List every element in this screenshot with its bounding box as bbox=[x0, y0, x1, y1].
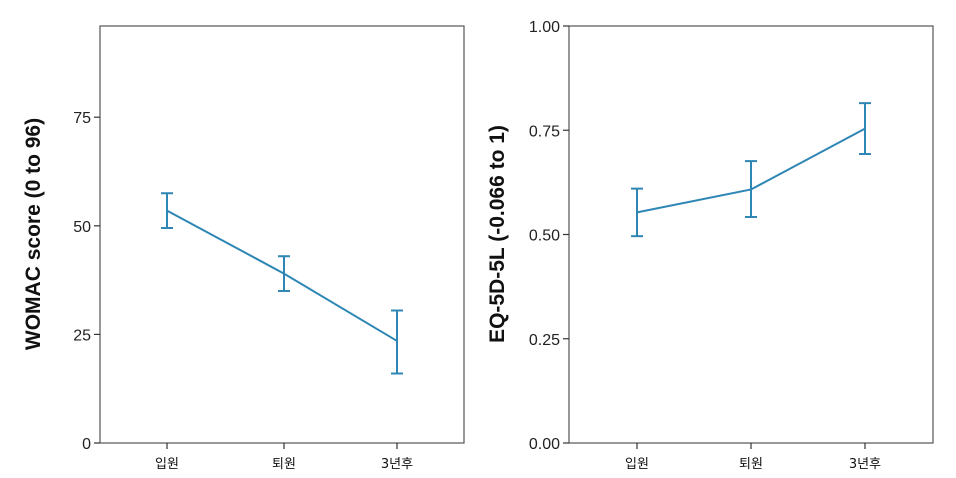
womac-x-tick-label: 퇴원 bbox=[272, 457, 296, 472]
eq5d-y-tick-label: 0.25 bbox=[529, 332, 560, 349]
womac-series-line bbox=[166, 209, 398, 342]
eq5d-error-bar bbox=[745, 160, 757, 218]
eq5d-y-axis-title: EQ-5D-5L (-0.066 to 1) bbox=[486, 125, 509, 343]
eq5d-y-tick-label: 0.00 bbox=[529, 436, 560, 453]
eq5d-error-bar bbox=[859, 102, 871, 156]
womac-panel: WOMAC score (0 to 96) 0 25 50 75 입원 퇴원 3년후 bbox=[22, 25, 465, 472]
womac-y-tick-label: 0 bbox=[82, 436, 91, 453]
eq5d-panel: EQ-5D-5L (-0.066 to 1) 0.00 0.25 0.50 0.75 1… bbox=[486, 19, 934, 472]
womac-y-tick-label: 50 bbox=[73, 219, 91, 236]
womac-x-tick-label: 입원 bbox=[155, 457, 179, 472]
eq5d-plot-frame bbox=[568, 25, 934, 444]
womac-error-bar bbox=[161, 192, 173, 229]
womac-error-bar bbox=[278, 255, 290, 292]
womac-y-tick-label: 75 bbox=[73, 110, 91, 127]
eq5d-x-tick-label: 퇴원 bbox=[739, 457, 763, 472]
eq5d-x-tick-label: 3년후 bbox=[849, 457, 881, 472]
eq5d-x-tick-label: 입원 bbox=[625, 457, 649, 472]
eq5d-error-bar bbox=[631, 187, 643, 238]
womac-plot-frame bbox=[99, 25, 465, 444]
womac-y-axis-title: WOMAC score (0 to 96) bbox=[22, 118, 45, 350]
womac-error-bar bbox=[391, 309, 403, 375]
eq5d-y-tick-label: 0.50 bbox=[529, 228, 560, 245]
eq5d-y-tick-label: 1.00 bbox=[529, 19, 560, 36]
eq5d-y-tick-label: 0.75 bbox=[529, 123, 560, 140]
womac-y-tick-label: 25 bbox=[73, 327, 91, 344]
womac-x-tick-label: 3년후 bbox=[381, 457, 413, 472]
